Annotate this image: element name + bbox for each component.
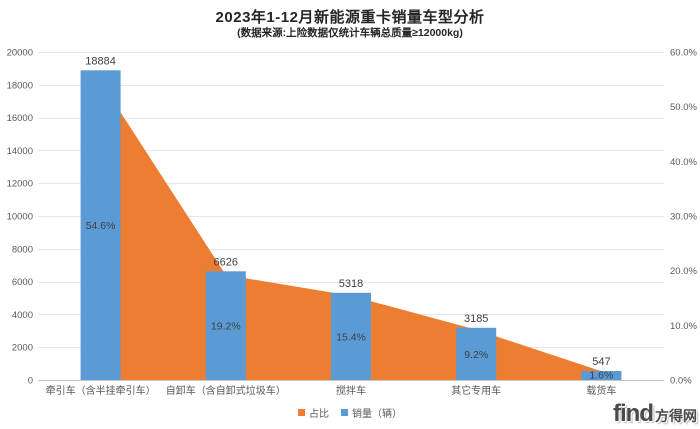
left-axis-tick-label: 4000 xyxy=(12,310,33,321)
legend-label-sales: 销量（辆） xyxy=(352,409,402,420)
right-axis-tick-label: 10.0% xyxy=(670,321,697,332)
left-axis-tick-label: 12000 xyxy=(7,179,33,190)
category-label: 自卸车（含自卸式垃圾车） xyxy=(166,384,286,397)
chart-title: 2023年1-12月新能源重卡销量车型分析 xyxy=(215,9,485,26)
left-axis-tick-label: 18000 xyxy=(7,80,33,91)
chart-subtitle: (数据来源:上险数据仅统计车辆总质量≥12000kg) xyxy=(237,27,463,39)
share-percent-label: 19.2% xyxy=(211,321,241,333)
share-percent-label: 15.4% xyxy=(336,331,366,343)
left-axis-tick-label: 2000 xyxy=(12,343,33,354)
category-label: 载货车 xyxy=(586,384,616,397)
bar-value-label: 3185 xyxy=(464,313,488,325)
legend-swatch-share-icon xyxy=(298,409,305,416)
left-axis-tick-label: 0 xyxy=(28,376,33,387)
chart-legend: 占比 销量（辆） xyxy=(0,405,700,420)
share-percent-label: 9.2% xyxy=(464,349,488,361)
left-axis-tick-label: 10000 xyxy=(7,212,33,223)
bar-value-label: 5318 xyxy=(339,278,363,290)
bar-value-label: 6626 xyxy=(214,256,238,268)
brand-watermark-latin: find xyxy=(613,400,654,427)
legend-item-sales: 销量（辆） xyxy=(341,405,402,420)
left-axis-tick-label: 8000 xyxy=(12,244,33,255)
share-percent-label: 54.6% xyxy=(86,220,116,232)
right-axis-tick-label: 60.0% xyxy=(670,48,697,59)
legend-swatch-sales-icon xyxy=(341,409,348,416)
brand-watermark-cjk: 方得网 xyxy=(655,408,697,424)
left-axis-tick-label: 6000 xyxy=(12,277,33,288)
legend-label-share: 占比 xyxy=(309,409,329,420)
bar-sales xyxy=(456,327,497,380)
left-axis-tick-label: 20000 xyxy=(7,48,33,59)
right-axis-tick-label: 30.0% xyxy=(670,212,697,223)
right-axis-tick-label: 20.0% xyxy=(670,266,697,277)
bar-value-label: 18884 xyxy=(85,55,116,67)
right-axis-tick-label: 50.0% xyxy=(670,102,697,113)
bar-sales xyxy=(581,371,622,380)
category-label: 其它专用车 xyxy=(451,384,501,397)
legend-item-share: 占比 xyxy=(298,405,329,420)
share-percent-label: 1.6% xyxy=(589,370,613,382)
bar-sales xyxy=(80,70,121,381)
bar-value-label: 547 xyxy=(592,356,610,368)
category-label: 牵引车（含半挂牵引车） xyxy=(46,384,156,397)
left-axis-tick-label: 14000 xyxy=(7,146,33,157)
category-label: 搅拌车 xyxy=(336,384,366,397)
right-axis-tick-label: 0.0% xyxy=(670,376,692,387)
brand-watermark: find 方得网 xyxy=(613,400,697,428)
bar-sales xyxy=(331,292,371,380)
right-axis-tick-label: 40.0% xyxy=(670,157,697,168)
bar-sales xyxy=(205,271,246,380)
left-axis-tick-label: 16000 xyxy=(7,113,33,124)
